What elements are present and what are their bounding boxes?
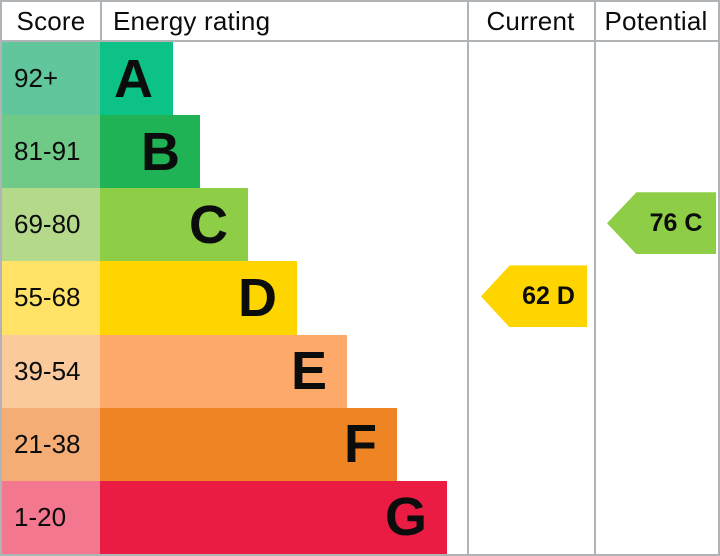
band-bar-b: B: [100, 115, 200, 189]
band-bar-d: D: [100, 261, 297, 335]
band-letter: A: [114, 48, 153, 109]
band-row-b: 81-91 B: [2, 115, 718, 189]
band-letter: E: [290, 341, 327, 402]
band-score-range: 69-80: [2, 188, 100, 262]
potential-column-header: Potential: [604, 5, 708, 36]
band-letter: C: [189, 194, 228, 255]
band-letter: G: [384, 487, 427, 548]
band-row-e: 39-54 E: [2, 334, 718, 408]
header-divider: [2, 40, 718, 42]
band-bar-a: A: [100, 42, 173, 116]
band-row-g: 1-20 G: [2, 480, 718, 554]
band-row-f: 21-38 F: [2, 407, 718, 481]
band-score-range: 39-54: [2, 334, 100, 408]
band-row-d: 55-68 D: [2, 261, 718, 335]
potential-rating-label: 76 C: [649, 208, 703, 237]
current-column-divider: [467, 2, 469, 554]
band-letter: B: [141, 121, 180, 182]
band-row-a: 92+ A: [2, 42, 718, 116]
potential-rating-arrow: 76 C: [607, 192, 716, 255]
band-bar-g: G: [100, 480, 447, 554]
current-column-header: Current: [486, 5, 575, 36]
band-score-range: 92+: [2, 42, 100, 116]
rating-bands: 92+ A 81-91 B 69-80 C 55-68 D 39-54 E 21-38 F 1-20 G: [2, 42, 718, 554]
band-letter: F: [344, 414, 377, 475]
band-score-range: 55-68: [2, 261, 100, 335]
band-score-range: 1-20: [2, 480, 100, 554]
band-letter: D: [238, 267, 277, 328]
energy-rating-column-header: Energy rating: [113, 5, 271, 36]
band-score-range: 81-91: [2, 115, 100, 189]
band-bar-f: F: [100, 407, 397, 481]
score-column-header: Score: [16, 5, 86, 36]
band-bar-c: C: [100, 188, 248, 262]
band-bar-e: E: [100, 334, 347, 408]
potential-column-divider: [594, 2, 596, 554]
band-score-range: 21-38: [2, 407, 100, 481]
current-rating-label: 62 D: [522, 281, 575, 310]
header-row: Score Energy rating Current Potential: [2, 2, 718, 40]
score-column-divider: [100, 2, 102, 40]
band-row-c: 69-80 C: [2, 188, 718, 262]
